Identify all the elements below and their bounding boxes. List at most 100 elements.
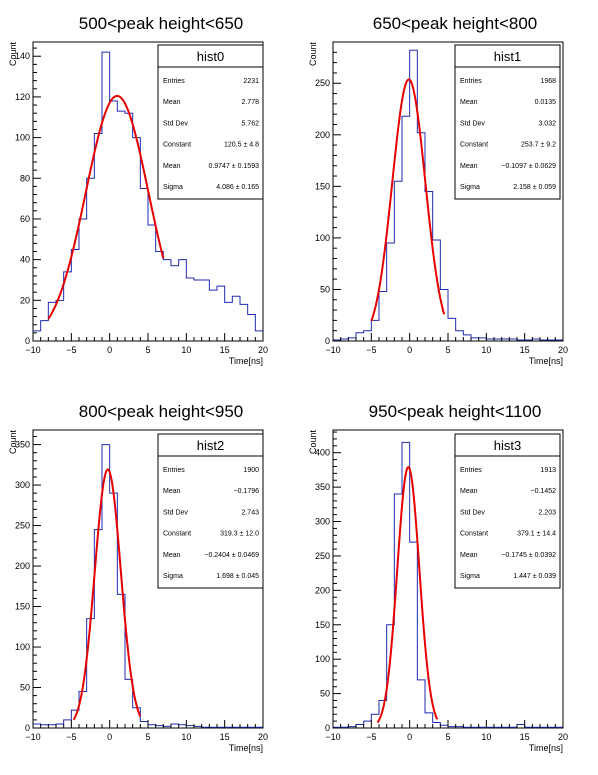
- x-tick-label: 5: [145, 345, 150, 355]
- stats-row-value: 0.9747 ± 0.1593: [208, 163, 259, 170]
- x-tick-label: 20: [258, 732, 268, 742]
- y-axis-label: Count: [308, 42, 318, 67]
- stats-row-value: −0.1452: [531, 488, 557, 495]
- y-tick-label: 100: [315, 654, 330, 664]
- stats-row-label: Std Dev: [460, 509, 485, 516]
- stats-row-label: Mean: [460, 488, 478, 495]
- chart-title: 800<peak height<950: [79, 402, 244, 421]
- x-axis-label: Time[ns]: [229, 743, 263, 753]
- y-tick-label: 0: [325, 723, 330, 733]
- x-tick-label: 5: [445, 732, 450, 742]
- stats-row-label: Entries: [460, 78, 482, 85]
- y-tick-label: 200: [15, 561, 30, 571]
- y-tick-label: 100: [315, 233, 330, 243]
- stats-row-label: Mean: [163, 552, 181, 559]
- stats-row-label: Entries: [460, 467, 482, 474]
- y-tick-label: 350: [15, 440, 30, 450]
- x-tick-label: −5: [366, 345, 376, 355]
- x-tick-label: 20: [558, 732, 568, 742]
- gaussian-fit-line: [72, 468, 142, 721]
- x-tick-label: 15: [520, 732, 530, 742]
- y-tick-label: 200: [315, 130, 330, 140]
- x-tick-label: 0: [107, 345, 112, 355]
- histogram-panel-0: 500<peak height<650 −10 −5 0 5 10 15 20 0 20 40 60 8…: [8, 14, 268, 366]
- stats-row-label: Entries: [163, 78, 185, 85]
- x-tick-label: 0: [107, 732, 112, 742]
- stats-row-label: Sigma: [163, 573, 183, 580]
- y-tick-label: 100: [15, 133, 30, 143]
- stats-box-frame: [157, 433, 264, 589]
- y-tick-label: 200: [315, 585, 330, 595]
- y-tick-label: 120: [15, 92, 30, 102]
- y-tick-label: 400: [315, 448, 330, 458]
- y-tick-label: 300: [315, 517, 330, 527]
- x-tick-label: −10: [25, 732, 40, 742]
- y-tick-label: 150: [315, 181, 330, 191]
- stats-box: hist1 Entries 1968 Mean 0.0135 Std Dev 3.032 Co…: [454, 44, 561, 200]
- y-tick-label: 250: [315, 551, 330, 561]
- stats-box: hist2 Entries 1900 Mean −0.1796 Std Dev 2.743 C…: [157, 433, 264, 589]
- y-tick-label: 50: [20, 683, 30, 693]
- y-tick-label: 150: [315, 620, 330, 630]
- stats-row-label: Std Dev: [163, 120, 188, 127]
- stats-box-frame: [454, 44, 561, 200]
- x-tick-label: −10: [325, 345, 340, 355]
- gaussian-fit-line: [370, 78, 446, 322]
- x-tick-label: 10: [181, 732, 191, 742]
- stats-row-value: 1968: [540, 78, 556, 85]
- stats-row-value: 379.1 ± 14.4: [517, 531, 556, 538]
- y-tick-label: 140: [15, 51, 30, 61]
- stats-box-frame: [454, 433, 561, 589]
- y-tick-label: 80: [20, 173, 30, 183]
- stats-row-value: 120.5 ± 4.8: [224, 142, 259, 149]
- stats-row-value: 1.447 ± 0.039: [513, 573, 556, 580]
- stats-row-label: Constant: [460, 142, 488, 149]
- x-tick-label: 10: [481, 345, 491, 355]
- stats-row-value: −0.1796: [234, 488, 260, 495]
- x-tick-label: −5: [366, 732, 376, 742]
- stats-row-label: Std Dev: [460, 120, 485, 127]
- histogram-panel-3: 950<peak height<1100−10 −5 0 5 10 15 200501001…: [308, 402, 568, 753]
- histogram-panel-1: 650<peak height<800−10 −5 0 5 10 15 2005010015…: [308, 14, 568, 366]
- stats-row-label: Sigma: [460, 573, 480, 580]
- y-tick-label: 50: [320, 284, 330, 294]
- stats-row-label: Mean: [460, 163, 478, 170]
- gaussian-fit-line: [47, 94, 165, 320]
- histogram-panel-2: 800<peak height<950−10 −5 0 5 10 15 2005010015…: [8, 402, 268, 753]
- x-axis-label: Time[ns]: [229, 356, 263, 366]
- stats-row-value: −0.2404 ± 0.0469: [204, 552, 259, 559]
- stats-row-value: 253.7 ± 9.2: [521, 142, 556, 149]
- y-tick-label: 0: [325, 336, 330, 346]
- chart-title: 500<peak height<650: [79, 14, 244, 33]
- stats-row-value: 2.778: [241, 99, 259, 106]
- x-tick-label: −10: [25, 345, 40, 355]
- stats-box-name: hist2: [197, 438, 224, 453]
- x-tick-label: 15: [220, 732, 230, 742]
- y-tick-label: 350: [315, 482, 330, 492]
- stats-row-label: Sigma: [460, 184, 480, 191]
- x-axis-label: Time[ns]: [529, 356, 563, 366]
- stats-row-label: Mean: [163, 99, 181, 106]
- stats-row-value: −0.1745 ± 0.0392: [501, 552, 556, 559]
- stats-row-value: 1900: [243, 467, 259, 474]
- x-tick-label: 10: [481, 732, 491, 742]
- x-tick-label: −5: [66, 345, 76, 355]
- y-tick-label: 100: [15, 642, 30, 652]
- stats-row-label: Std Dev: [163, 509, 188, 516]
- y-tick-label: 150: [15, 602, 30, 612]
- x-tick-label: 5: [145, 732, 150, 742]
- stats-box-name: hist1: [494, 49, 521, 64]
- stats-row-value: 1.698 ± 0.045: [216, 573, 259, 580]
- y-tick-label: 40: [20, 255, 30, 265]
- stats-row-label: Mean: [460, 552, 478, 559]
- stats-row-value: 2.203: [538, 509, 556, 516]
- stats-row-value: 5.762: [241, 120, 259, 127]
- y-tick-label: 0: [25, 723, 30, 733]
- stats-row-value: 1913: [540, 467, 556, 474]
- x-tick-label: 0: [407, 732, 412, 742]
- y-tick-label: 250: [315, 78, 330, 88]
- y-tick-label: 50: [320, 689, 330, 699]
- stats-row-label: Mean: [163, 488, 181, 495]
- stats-row-value: 2231: [243, 78, 259, 85]
